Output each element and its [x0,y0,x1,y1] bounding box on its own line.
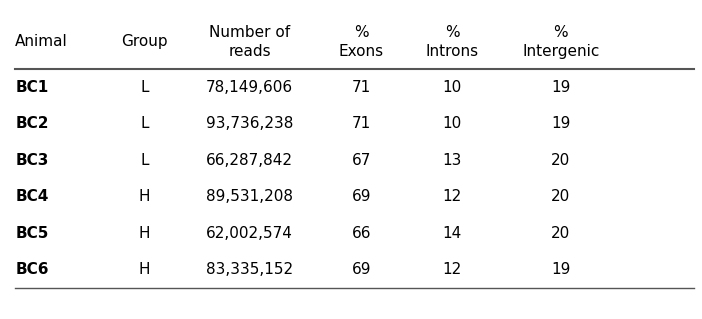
Text: H: H [139,226,150,241]
Text: Animal: Animal [15,34,68,49]
Text: 12: 12 [443,189,462,204]
Text: L: L [140,116,149,131]
Text: 69: 69 [352,189,371,204]
Text: 13: 13 [443,153,462,168]
Text: 19: 19 [551,262,571,277]
Text: 69: 69 [352,262,371,277]
Text: 89,531,208: 89,531,208 [206,189,293,204]
Text: BC6: BC6 [15,262,49,277]
Text: 66: 66 [352,226,371,241]
Text: 66,287,842: 66,287,842 [206,153,293,168]
Text: BC2: BC2 [15,116,49,131]
Text: 19: 19 [551,116,571,131]
Text: 93,736,238: 93,736,238 [206,116,293,131]
Text: BC3: BC3 [15,153,48,168]
Text: BC1: BC1 [15,80,48,95]
Text: 20: 20 [551,189,571,204]
Text: 14: 14 [443,226,462,241]
Text: L: L [140,80,149,95]
Text: %
Introns: % Introns [426,25,479,58]
Text: 78,149,606: 78,149,606 [206,80,293,95]
Text: 20: 20 [551,226,571,241]
Text: 20: 20 [551,153,571,168]
Text: 12: 12 [443,262,462,277]
Text: 10: 10 [443,80,462,95]
Text: H: H [139,189,150,204]
Text: 83,335,152: 83,335,152 [206,262,293,277]
Text: 71: 71 [352,80,371,95]
Text: 10: 10 [443,116,462,131]
Text: Number of
reads: Number of reads [209,25,290,58]
Text: L: L [140,153,149,168]
Text: 19: 19 [551,80,571,95]
Text: 62,002,574: 62,002,574 [206,226,293,241]
Text: Group: Group [121,34,168,49]
Text: 67: 67 [352,153,371,168]
Text: %
Intergenic: % Intergenic [522,25,600,58]
Text: BC4: BC4 [15,189,48,204]
Text: BC5: BC5 [15,226,48,241]
Text: H: H [139,262,150,277]
Text: %
Exons: % Exons [339,25,384,58]
Text: 71: 71 [352,116,371,131]
